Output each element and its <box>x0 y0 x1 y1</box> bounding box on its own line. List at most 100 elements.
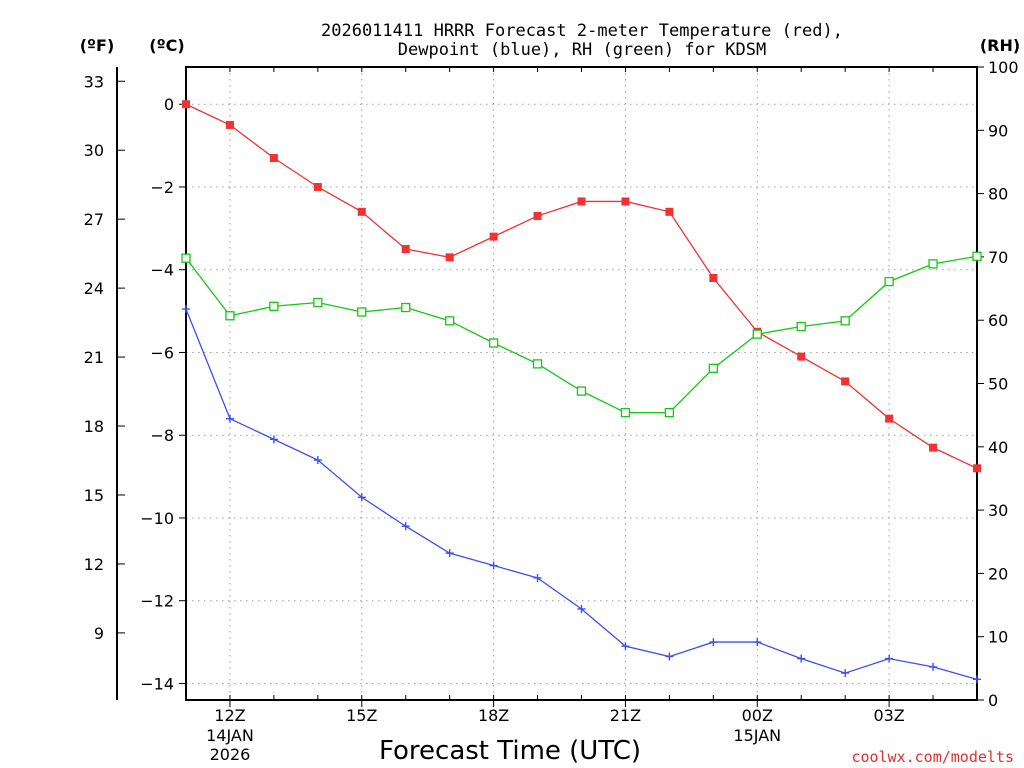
2-meter-temperature-point <box>973 464 981 473</box>
relative-humidity-point <box>181 253 191 263</box>
x-year-label: 2026 <box>210 745 251 764</box>
2-meter-temperature-point <box>313 182 322 191</box>
relative-humidity-point <box>620 407 631 418</box>
2-meter-temperature-point <box>182 100 190 109</box>
fahrenheit-tick-label: 30 <box>84 141 104 160</box>
rh-tick-label: 70 <box>988 248 1008 267</box>
fahrenheit-tick-label: 18 <box>84 417 104 436</box>
x-tick-label: 15Z <box>346 706 377 725</box>
2-meter-temperature-point <box>577 197 586 206</box>
dewpoint-point <box>797 654 806 663</box>
rh-tick-label: 80 <box>988 185 1008 204</box>
dewpoint-point <box>357 493 366 502</box>
2-meter-temperature-point <box>709 274 718 282</box>
x-tick-label: 03Z <box>873 706 904 725</box>
rh-tick-label: 10 <box>988 628 1008 647</box>
dewpoint-point <box>577 604 586 613</box>
fahrenheit-axis-label: (ºF) <box>80 36 115 55</box>
x-tick-label: 21Z <box>610 706 641 725</box>
dewpoint-point <box>182 305 190 314</box>
relative-humidity-point <box>664 407 675 418</box>
relative-humidity-point <box>445 316 455 326</box>
relative-humidity-point <box>313 297 323 308</box>
2-meter-temperature-point <box>797 352 806 361</box>
dewpoint-point <box>269 435 278 444</box>
2-meter-temperature-point <box>885 414 894 423</box>
dewpoint-point <box>621 642 630 651</box>
rh-tick-label: 20 <box>988 564 1008 583</box>
fahrenheit-tick-label: 12 <box>84 555 104 574</box>
relative-humidity-point <box>357 307 367 317</box>
rh-tick-label: 100 <box>988 58 1019 77</box>
relative-humidity-point <box>884 276 894 287</box>
relative-humidity-point <box>401 302 411 313</box>
rh-tick-label: 30 <box>988 501 1008 520</box>
x-date-label: 14JAN <box>206 726 254 745</box>
relative-humidity-point <box>796 321 806 332</box>
dewpoint-point <box>665 652 674 661</box>
2-meter-temperature-point <box>841 377 850 386</box>
fahrenheit-tick-label: 21 <box>84 348 104 367</box>
fahrenheit-tick-label: 27 <box>84 210 104 229</box>
rh-tick-label: 60 <box>988 311 1008 330</box>
rh-axis-label: (RH) <box>980 36 1020 55</box>
dewpoint-point <box>225 414 234 423</box>
dewpoint-point <box>489 561 498 570</box>
dewpoint-point <box>401 522 410 531</box>
dewpoint-point <box>973 675 981 684</box>
relative-humidity-point <box>972 251 982 261</box>
relative-humidity-series <box>181 251 982 418</box>
2-meter-temperature-point <box>533 211 542 220</box>
rh-tick-label: 50 <box>988 375 1008 394</box>
relative-humidity-point <box>225 311 235 321</box>
relative-humidity-point <box>269 301 279 311</box>
data-series <box>181 100 982 684</box>
fahrenheit-tick-label: 15 <box>84 486 104 505</box>
celsius-tick-label: −12 <box>140 592 174 611</box>
celsius-tick-label: 0 <box>164 95 174 114</box>
relative-humidity-point <box>840 316 850 326</box>
2-meter-temperature-point <box>929 443 938 452</box>
rh-tick-label: 90 <box>988 121 1008 140</box>
fahrenheit-tick-label: 9 <box>94 624 104 643</box>
celsius-tick-label: −6 <box>150 343 174 362</box>
celsius-tick-label: −10 <box>140 509 174 528</box>
celsius-tick-label: −4 <box>150 261 174 280</box>
celsius-tick-label: −14 <box>140 674 174 693</box>
rh-tick-label: 40 <box>988 438 1008 457</box>
2-meter-temperature-point <box>357 207 366 216</box>
rh-tick-label: 0 <box>988 691 998 710</box>
dewpoint-point <box>929 662 938 671</box>
x-date-label: 15JAN <box>733 726 781 745</box>
dewpoint-point <box>841 669 850 678</box>
fahrenheit-tick-label: 33 <box>84 72 104 91</box>
dewpoint-series <box>182 305 981 684</box>
2-meter-temperature-point <box>401 245 410 254</box>
relative-humidity-point <box>928 259 938 269</box>
2-meter-temperature-point <box>621 197 630 206</box>
relative-humidity-point <box>576 386 587 396</box>
relative-humidity-point <box>488 338 499 348</box>
x-tick-label: 12Z <box>214 706 245 725</box>
celsius-tick-label: −8 <box>150 426 174 445</box>
2-meter-temperature-point <box>269 154 278 163</box>
fahrenheit-tick-label: 24 <box>84 279 104 298</box>
chart-title-line2: Dewpoint (blue), RH (green) for KDSM <box>398 40 766 60</box>
dewpoint-point <box>753 638 762 647</box>
celsius-axis-label: (ºC) <box>149 36 184 55</box>
2-meter-temperature-point <box>445 253 454 262</box>
dewpoint-point <box>709 638 718 647</box>
relative-humidity-point <box>532 359 543 369</box>
2-meter-temperature-point <box>225 120 234 129</box>
dewpoint-point <box>533 573 542 582</box>
relative-humidity-point <box>708 363 718 373</box>
dewpoint-point <box>445 549 454 558</box>
chart-title-line1: 2026011411 HRRR Forecast 2-meter Tempera… <box>321 21 843 41</box>
2-meter-temperature-point <box>665 207 674 216</box>
celsius-tick-label: −2 <box>150 178 174 197</box>
x-tick-label: 00Z <box>742 706 773 725</box>
dewpoint-point <box>885 654 894 663</box>
